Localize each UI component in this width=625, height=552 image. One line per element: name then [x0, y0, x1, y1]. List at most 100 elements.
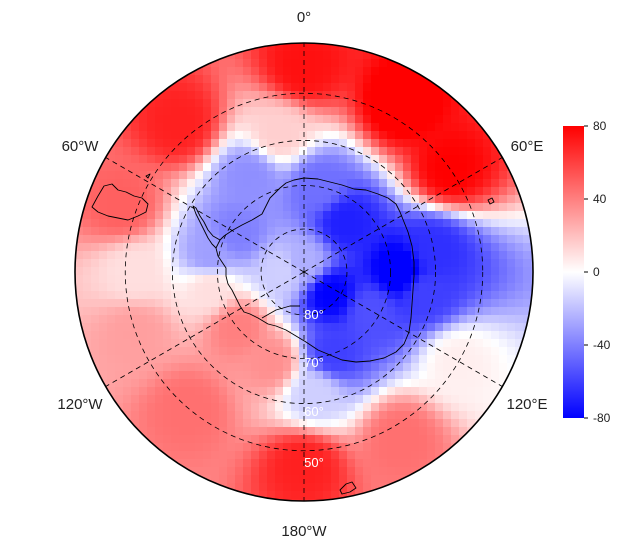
field-cell	[443, 387, 452, 396]
new-zealand-tip	[339, 481, 357, 495]
field-cell	[115, 331, 124, 340]
field-cell	[91, 347, 100, 356]
field-cell	[187, 115, 196, 124]
field-cell	[483, 139, 492, 148]
field-cell	[467, 139, 476, 148]
field-cell	[227, 195, 236, 204]
field-cell	[499, 187, 508, 196]
field-cell	[315, 323, 324, 332]
field-cell	[331, 483, 340, 492]
field-cell	[267, 451, 276, 460]
field-cell	[147, 187, 156, 196]
field-cell	[411, 267, 420, 276]
field-cell	[235, 291, 244, 300]
field-cell	[291, 267, 300, 276]
field-cell	[203, 235, 212, 244]
field-cell	[387, 355, 396, 364]
field-cell	[339, 403, 348, 412]
field-cell	[371, 387, 380, 396]
field-cell	[307, 275, 316, 284]
field-cell	[411, 99, 420, 108]
field-cell	[195, 379, 204, 388]
field-cell	[371, 235, 380, 244]
field-cell	[315, 67, 324, 76]
field-cell	[227, 411, 236, 420]
field-cell	[195, 115, 204, 124]
field-cell	[115, 307, 124, 316]
field-cell	[179, 163, 188, 172]
field-cell	[483, 347, 492, 356]
field-cell	[459, 283, 468, 292]
field-cell	[315, 211, 324, 220]
field-cell	[267, 195, 276, 204]
field-cell	[131, 339, 140, 348]
field-cell	[211, 443, 220, 452]
field-cell	[419, 451, 428, 460]
field-cell	[435, 171, 444, 180]
field-cell	[227, 59, 236, 68]
field-cell	[171, 115, 180, 124]
field-cell	[235, 91, 244, 100]
field-cell	[411, 219, 420, 228]
field-cell	[411, 379, 420, 388]
field-cell	[203, 403, 212, 412]
field-cell	[275, 203, 284, 212]
field-cell	[171, 411, 180, 420]
field-cell	[467, 339, 476, 348]
field-cell	[291, 147, 300, 156]
field-cell	[459, 275, 468, 284]
field-cell	[395, 243, 404, 252]
field-cell	[315, 315, 324, 324]
field-cell	[363, 467, 372, 476]
field-cell	[203, 179, 212, 188]
field-cell	[179, 363, 188, 372]
field-cell	[363, 443, 372, 452]
field-cell	[275, 67, 284, 76]
field-cell	[411, 155, 420, 164]
field-cell	[451, 179, 460, 188]
field-cell	[371, 171, 380, 180]
field-cell	[211, 195, 220, 204]
field-cell	[195, 395, 204, 404]
field-cell	[107, 179, 116, 188]
field-cell	[435, 291, 444, 300]
field-cell	[315, 483, 324, 492]
field-cell	[371, 491, 380, 500]
field-cell	[419, 195, 428, 204]
field-cell	[387, 227, 396, 236]
field-cell	[235, 451, 244, 460]
field-cell	[411, 211, 420, 220]
field-cell	[443, 91, 452, 100]
field-cell	[227, 443, 236, 452]
field-cell	[355, 267, 364, 276]
field-cell	[75, 203, 84, 212]
field-cell	[331, 331, 340, 340]
field-cell	[315, 155, 324, 164]
field-cell	[115, 315, 124, 324]
field-cell	[307, 307, 316, 316]
field-cell	[435, 307, 444, 316]
field-cell	[251, 275, 260, 284]
field-cell	[139, 123, 148, 132]
field-cell	[115, 163, 124, 172]
field-cell	[283, 267, 292, 276]
field-cell	[355, 355, 364, 364]
field-cell	[115, 363, 124, 372]
field-cell	[331, 211, 340, 220]
field-cell	[123, 203, 132, 212]
field-cell	[307, 355, 316, 364]
field-cell	[467, 347, 476, 356]
field-cell	[139, 411, 148, 420]
field-cell	[99, 235, 108, 244]
field-cell	[267, 75, 276, 84]
field-cell	[211, 259, 220, 268]
field-cell	[523, 299, 532, 308]
field-cell	[115, 147, 124, 156]
field-cell	[339, 339, 348, 348]
field-cell	[499, 251, 508, 260]
field-cell	[299, 475, 308, 484]
field-cell	[267, 43, 276, 52]
field-cell	[163, 227, 172, 236]
field-cell	[203, 163, 212, 172]
field-cell	[363, 427, 372, 436]
